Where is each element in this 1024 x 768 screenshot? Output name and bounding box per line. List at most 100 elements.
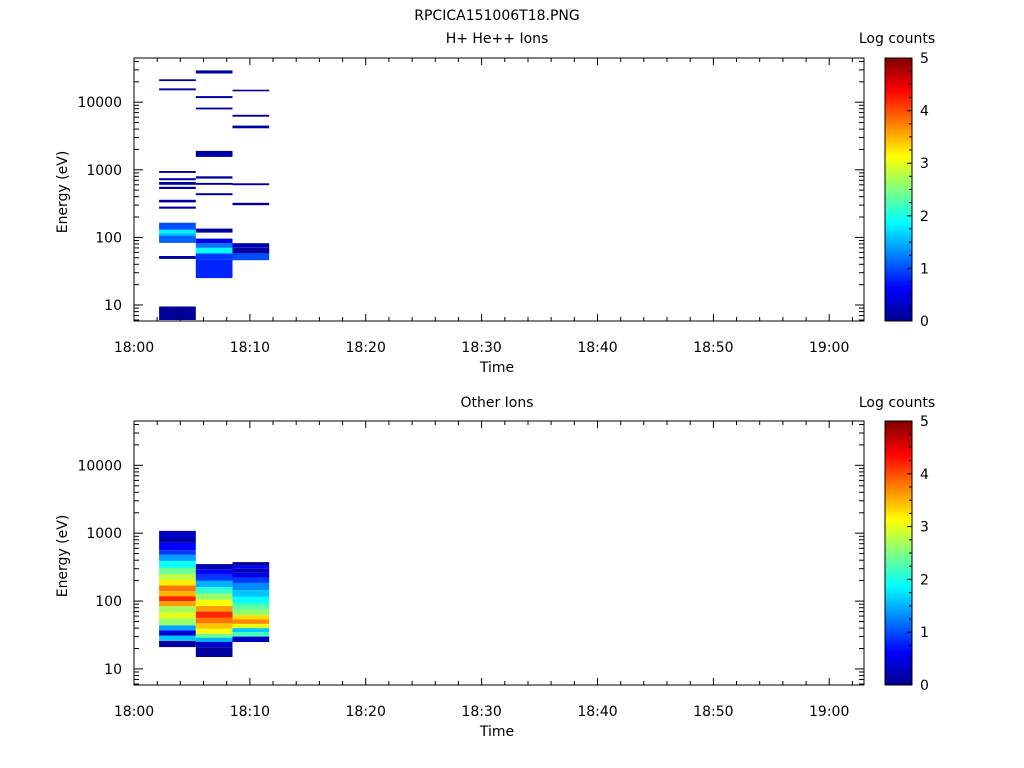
heatmap-cell-col0	[159, 233, 196, 236]
plot-frame	[133, 57, 865, 322]
heatmap-cell-col2	[232, 572, 270, 578]
heatmap-cell-col1	[195, 564, 233, 570]
heatmap-cell-col1	[195, 247, 233, 254]
y-tick-label: 10	[104, 298, 122, 314]
heatmap-cell-col0	[159, 574, 196, 580]
heatmap-cell-col0	[159, 579, 196, 586]
y-tick-label: 10000	[77, 458, 122, 474]
figure-title: RPCICA151006T18.PNG	[414, 8, 579, 24]
plot-frame	[133, 420, 865, 686]
heatmap-cell-col1	[195, 228, 233, 233]
heatmap-cell-col0	[159, 550, 196, 555]
colorbar-tick-label: 4	[920, 467, 929, 483]
axis-ticks	[133, 421, 864, 685]
colorbar-gradient	[885, 421, 912, 685]
heatmap-cell-col2	[232, 568, 270, 573]
heatmap-cell-col1	[195, 176, 233, 179]
colorbar-tick-label: 3	[920, 520, 929, 536]
heatmap-cell-col0	[159, 306, 196, 320]
heatmap-cell-col0	[159, 182, 196, 185]
heatmap-cell-col0	[159, 635, 196, 641]
y-axis-label: Energy (eV)	[55, 151, 71, 234]
heatmap-cell-col1	[195, 605, 233, 612]
heatmap-cells	[159, 70, 270, 320]
heatmap-cell-col0	[159, 256, 196, 259]
heatmap-cell-col1	[195, 259, 233, 279]
colorbar-gradient	[885, 58, 912, 321]
heatmap-cell-col0	[159, 596, 196, 602]
heatmap-cell-col0	[159, 542, 196, 551]
panel-title: Other Ions	[460, 395, 533, 411]
colorbar-tick-label: 0	[920, 678, 929, 694]
x-tick-label: 18:50	[693, 704, 733, 720]
heatmap-cell-col1	[195, 593, 233, 600]
heatmap-cell-col1	[195, 193, 233, 196]
heatmap-cell-col1	[195, 569, 233, 575]
heatmap-cell-col0	[159, 538, 196, 543]
heatmap-cell-col2	[232, 243, 270, 248]
heatmap-cell-col2	[232, 603, 270, 610]
heatmap-cell-col0	[159, 591, 196, 597]
x-tick-label: 19:00	[809, 704, 849, 720]
heatmap-cell-col1	[195, 70, 233, 74]
heatmap-cell-col0	[159, 171, 196, 173]
colorbar-tick-label: 1	[920, 625, 929, 641]
x-tick-label: 18:20	[346, 340, 386, 356]
colorbar-tick-label: 5	[920, 414, 929, 430]
colorbar-ticks: 0 1 2 3 4 5	[907, 51, 929, 330]
colorbar-tick-label: 0	[920, 314, 929, 330]
heatmap-cell-col2	[232, 114, 270, 117]
heatmap-cell-col0	[159, 88, 196, 91]
heatmap-cell-col0	[159, 554, 196, 561]
colorbar-tick-label: 2	[920, 209, 929, 225]
heatmap-cell-col2	[232, 562, 270, 566]
heatmap-cell-col0	[159, 186, 196, 189]
heatmap-cell-col1	[195, 628, 233, 634]
panel-other-ions: Other Ions Energy (eV) Time 18:00 18:10 18…	[55, 395, 935, 740]
heatmap-cell-col0	[159, 561, 196, 568]
x-tick-label: 18:20	[346, 704, 386, 720]
heatmap-cell-col2	[232, 247, 270, 254]
x-tick-labels: 18:00 18:10 18:20 18:30 18:40 18:50 19:00	[114, 704, 850, 720]
heatmap-cell-col2	[232, 628, 270, 632]
heatmap-cell-col1	[195, 587, 233, 594]
heatmap-cell-col2	[232, 565, 270, 569]
colorbar-tick-label: 2	[920, 572, 929, 588]
y-tick-label: 100	[95, 594, 122, 610]
y-tick-label: 1000	[86, 163, 122, 179]
heatmap-cell-col0	[159, 630, 196, 636]
colorbar-ticks: 0 1 2 3 4 5	[907, 414, 929, 694]
heatmap-cell-col2	[232, 125, 270, 129]
colorbar-tick-label: 4	[920, 104, 929, 120]
colorbar-label: Log counts	[859, 31, 935, 47]
panel-hplus-heplus: H+ He++ Ions Energy (eV) Time 18:00 18:10…	[55, 31, 935, 376]
heatmap-cell-col2	[232, 577, 270, 583]
y-tick-label: 10	[104, 662, 122, 678]
heatmap-cell-col1	[195, 637, 233, 642]
colorbar-tick-label: 5	[920, 51, 929, 67]
x-axis-label: Time	[479, 360, 514, 376]
x-tick-label: 18:30	[461, 340, 501, 356]
heatmap-cell-col0	[159, 79, 196, 82]
x-axis-label: Time	[479, 724, 514, 740]
heatmap-cell-col1	[195, 623, 233, 629]
heatmap-cell-col2	[232, 632, 270, 637]
heatmap-cell-col2	[232, 609, 270, 616]
heatmap-cell-col1	[195, 574, 233, 581]
heatmap-cell-col1	[195, 599, 233, 606]
heatmap-cell-col0	[159, 640, 196, 648]
x-tick-label: 18:00	[114, 340, 154, 356]
heatmap-cell-col1	[195, 611, 233, 618]
heatmap-cell-col0	[159, 625, 196, 631]
x-tick-label: 18:10	[230, 704, 270, 720]
heatmap-cell-col0	[159, 585, 196, 592]
x-tick-label: 19:00	[809, 340, 849, 356]
heatmap-cell-col1	[195, 107, 233, 110]
y-tick-labels: 10 100 1000 10000	[77, 95, 122, 314]
heatmap-cell-col0	[159, 199, 196, 203]
x-tick-labels: 18:00 18:10 18:20 18:30 18:40 18:50 19:00	[114, 340, 850, 356]
heatmap-cell-col2	[232, 582, 270, 591]
heatmap-cell-col2	[232, 619, 270, 624]
heatmap-cell-col0	[159, 222, 196, 230]
heatmap-cell-col1	[195, 580, 233, 588]
